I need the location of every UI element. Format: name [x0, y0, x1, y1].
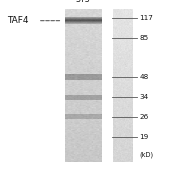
Text: 48: 48 — [140, 74, 149, 80]
Text: 34: 34 — [140, 94, 149, 100]
Text: (kD): (kD) — [140, 152, 154, 158]
Text: 19: 19 — [140, 134, 149, 140]
Text: 117: 117 — [140, 15, 153, 21]
Text: 85: 85 — [140, 35, 149, 41]
Text: TAF4: TAF4 — [7, 16, 29, 25]
Text: 26: 26 — [140, 114, 149, 120]
Text: 3T3: 3T3 — [75, 0, 90, 4]
